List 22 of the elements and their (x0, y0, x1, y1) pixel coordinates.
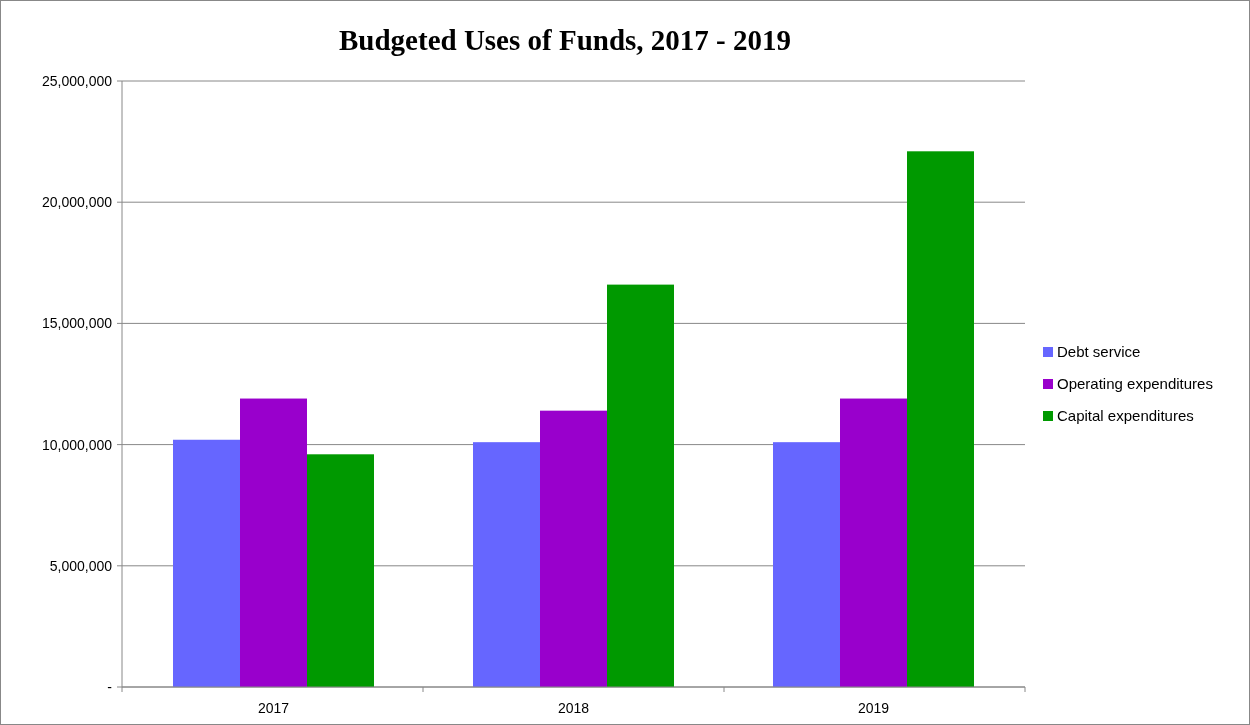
y-tick-label: 25,000,000 (41, 72, 113, 89)
y-tick-label: 15,000,000 (41, 315, 113, 332)
x-tick-label: 2019 (857, 700, 890, 716)
legend-label: Debt service (1057, 343, 1141, 361)
y-tick-label: - (107, 678, 113, 695)
bar (240, 398, 307, 687)
bar (473, 442, 540, 687)
bar (307, 454, 374, 687)
x-tick-label: 2018 (557, 700, 590, 716)
legend-label: Operating expenditures (1057, 375, 1213, 393)
bar (840, 398, 907, 687)
y-tick-label: 5,000,000 (49, 557, 113, 574)
bar (607, 284, 674, 687)
chart-title: Budgeted Uses of Funds, 2017 - 2019 (339, 24, 791, 56)
bar (540, 410, 607, 687)
legend-label: Capital expenditures (1057, 407, 1194, 425)
bar (907, 151, 974, 687)
y-tick-label: 20,000,000 (41, 194, 113, 211)
x-tick-label: 2017 (257, 700, 290, 716)
bar (173, 439, 240, 687)
bar (773, 442, 840, 687)
y-tick-label: 10,000,000 (41, 436, 113, 453)
